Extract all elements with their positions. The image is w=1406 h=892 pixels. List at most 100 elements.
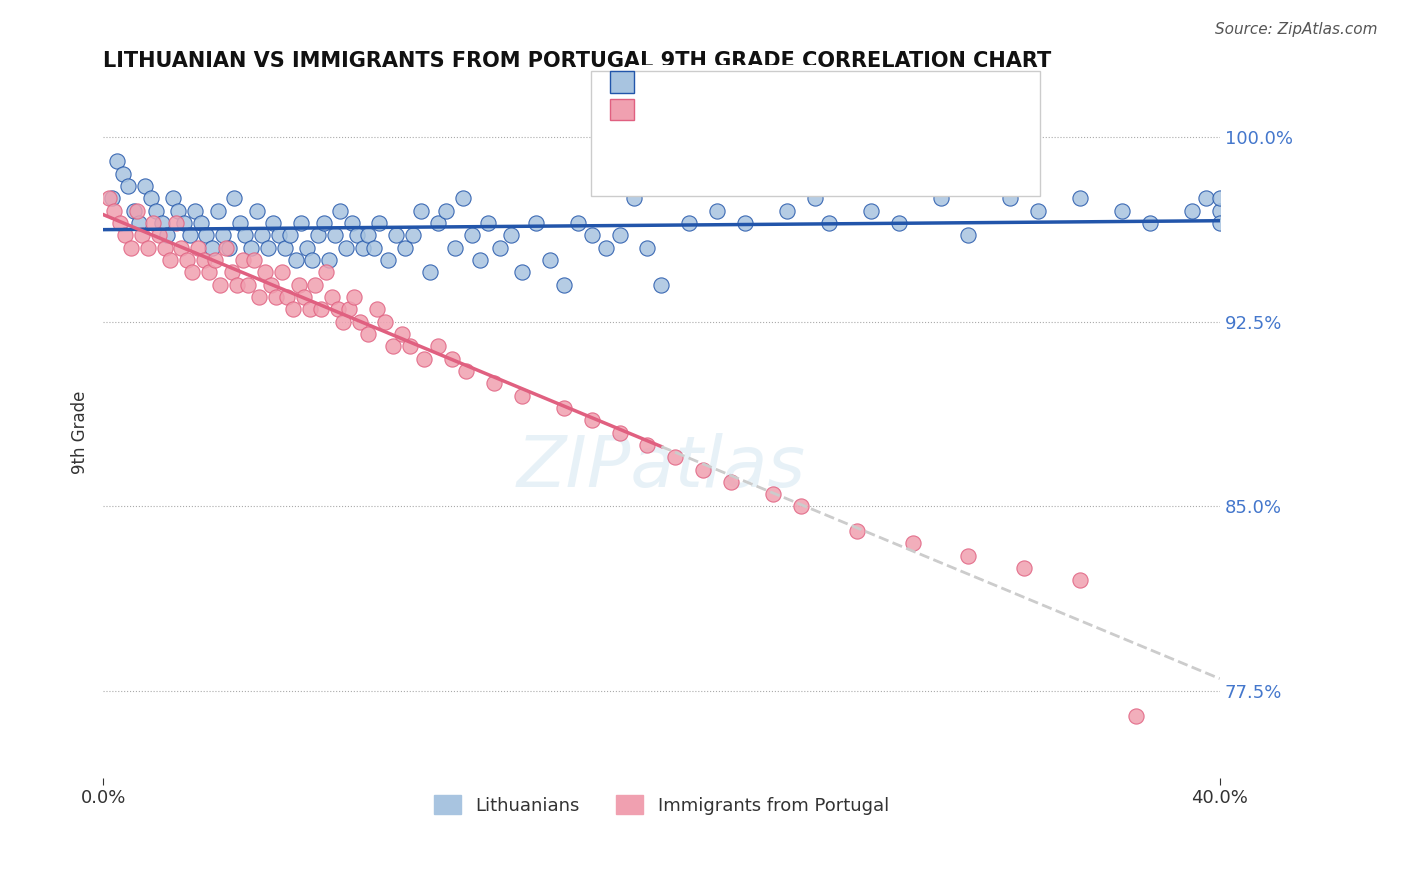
Point: [145, 203, 167, 218]
Point: [326, 302, 349, 317]
Point: [321, 290, 343, 304]
Text: LITHUANIAN VS IMMIGRANTS FROM PORTUGAL 9TH GRADE CORRELATION CHART: LITHUANIAN VS IMMIGRANTS FROM PORTUGAL 9…: [103, 51, 1052, 70]
Point: [436, 203, 458, 218]
Point: [315, 265, 337, 279]
Point: [259, 277, 281, 292]
Point: [488, 241, 510, 255]
Point: [156, 228, 179, 243]
Point: [108, 216, 131, 230]
Point: [510, 265, 533, 279]
Point: [678, 216, 700, 230]
Point: [804, 191, 827, 205]
Point: [887, 216, 910, 230]
Point: [111, 167, 134, 181]
Point: [1014, 561, 1036, 575]
Point: [567, 216, 589, 230]
Point: [444, 241, 467, 255]
Point: [287, 277, 309, 292]
Point: [173, 216, 195, 230]
Point: [148, 228, 170, 243]
Point: [262, 216, 284, 230]
Point: [363, 241, 385, 255]
Point: [427, 339, 450, 353]
Point: [142, 216, 165, 230]
Point: [100, 191, 122, 205]
Point: [105, 154, 128, 169]
Point: [150, 216, 173, 230]
Point: [595, 241, 617, 255]
Point: [762, 487, 785, 501]
Point: [419, 265, 441, 279]
Point: [1125, 709, 1147, 723]
Point: [901, 536, 924, 550]
Point: [790, 500, 813, 514]
Point: [139, 191, 162, 205]
Point: [218, 241, 240, 255]
Point: [229, 216, 252, 230]
Point: [195, 228, 218, 243]
Point: [1195, 191, 1218, 205]
Point: [221, 265, 243, 279]
Point: [581, 413, 603, 427]
Point: [734, 216, 756, 230]
Point: [553, 401, 575, 415]
Point: [278, 228, 301, 243]
Point: [276, 290, 298, 304]
Point: [929, 191, 952, 205]
Point: [103, 203, 125, 218]
Point: [201, 241, 224, 255]
Point: [385, 228, 408, 243]
Point: [374, 315, 396, 329]
Point: [394, 241, 416, 255]
Point: [170, 241, 193, 255]
Point: [1069, 574, 1091, 588]
Point: [692, 462, 714, 476]
Point: [352, 241, 374, 255]
Point: [720, 475, 742, 489]
Point: [284, 253, 307, 268]
Point: [309, 302, 332, 317]
Point: [402, 228, 425, 243]
Point: [427, 216, 450, 230]
Point: [235, 228, 257, 243]
Point: [184, 203, 207, 218]
Point: [312, 216, 335, 230]
Text: R =  0.308   N = 95: R = 0.308 N = 95: [640, 70, 815, 88]
Point: [451, 191, 474, 205]
Point: [664, 450, 686, 465]
Point: [318, 253, 340, 268]
Point: [264, 290, 287, 304]
Point: [1209, 191, 1232, 205]
Point: [340, 216, 363, 230]
Text: ZIPatlas: ZIPatlas: [517, 433, 806, 501]
Point: [1111, 203, 1133, 218]
Point: [346, 228, 368, 243]
Point: [441, 351, 464, 366]
Point: [295, 241, 318, 255]
Text: R = -0.402   N = 73: R = -0.402 N = 73: [640, 97, 817, 115]
Point: [377, 253, 399, 268]
Point: [623, 191, 645, 205]
Point: [254, 265, 277, 279]
Point: [609, 425, 631, 440]
Y-axis label: 9th Grade: 9th Grade: [72, 391, 89, 475]
Point: [454, 364, 477, 378]
Point: [298, 302, 321, 317]
Point: [468, 253, 491, 268]
Point: [307, 228, 329, 243]
Point: [153, 241, 176, 255]
Point: [510, 388, 533, 402]
Point: [290, 216, 312, 230]
Point: [212, 228, 235, 243]
Point: [329, 203, 352, 218]
Point: [204, 253, 226, 268]
Point: [162, 191, 184, 205]
Point: [845, 524, 868, 538]
Point: [224, 191, 246, 205]
Point: [281, 302, 304, 317]
Point: [273, 241, 295, 255]
Point: [167, 203, 190, 218]
Point: [120, 241, 142, 255]
Point: [240, 241, 263, 255]
Point: [122, 203, 145, 218]
